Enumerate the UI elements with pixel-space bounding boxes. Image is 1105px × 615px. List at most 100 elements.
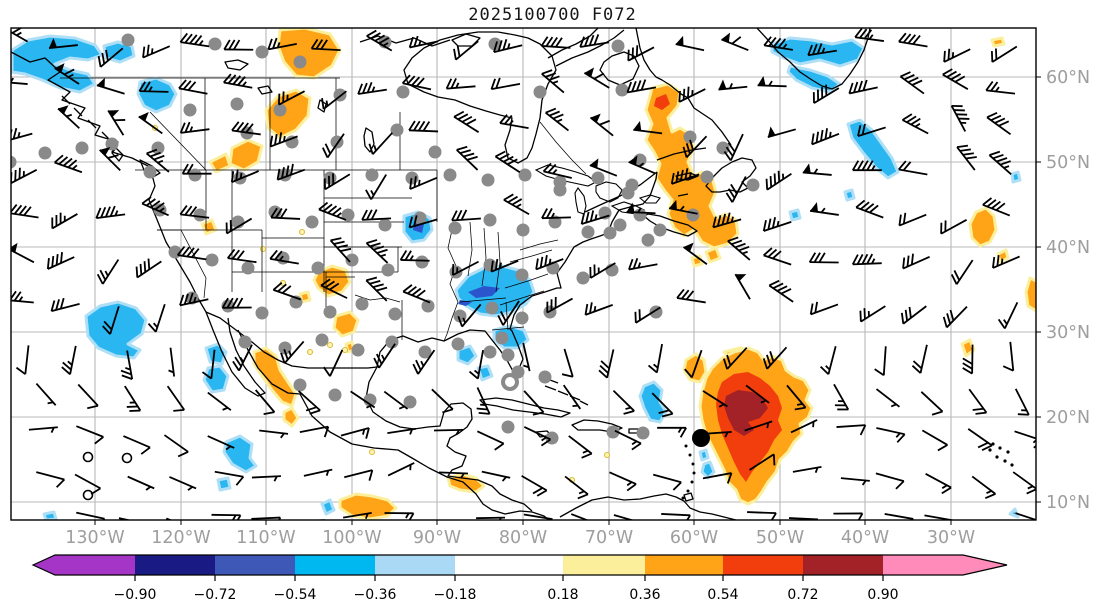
wind-barb xyxy=(344,469,374,481)
positive-anomaly-patch xyxy=(208,152,232,174)
wind-barb xyxy=(902,113,929,135)
station-ring xyxy=(501,373,519,391)
station-dot xyxy=(403,395,417,409)
station-dot xyxy=(205,253,219,267)
wind-barb xyxy=(609,471,637,492)
positive-anomaly-patch xyxy=(200,218,218,236)
wind-barb xyxy=(744,420,773,432)
wind-barb xyxy=(77,383,99,410)
island-dot xyxy=(691,462,695,466)
station-dot xyxy=(315,333,329,347)
wind-barb xyxy=(950,259,974,285)
coastline xyxy=(403,31,557,164)
wind-barb xyxy=(214,470,245,486)
wind-barb xyxy=(757,76,787,88)
political-border xyxy=(354,294,401,303)
station-dot xyxy=(606,425,620,439)
wind-barb xyxy=(589,262,616,279)
station-dot xyxy=(341,208,355,222)
station-dot xyxy=(515,268,529,282)
great-lake-outline xyxy=(595,181,623,203)
wind-barb xyxy=(570,513,590,520)
positive-anomaly-patch xyxy=(338,492,398,520)
station-dot xyxy=(700,170,714,184)
wind-barb xyxy=(28,519,32,520)
wind-barb xyxy=(365,174,387,200)
positive-anomaly-patch xyxy=(654,94,670,110)
wind-barb xyxy=(943,48,971,63)
anomaly-patches-layer xyxy=(11,28,1036,520)
station-dot xyxy=(183,103,197,117)
station-dot xyxy=(576,271,590,285)
wind-barb xyxy=(11,204,39,219)
wind-barb xyxy=(727,236,751,261)
coastline xyxy=(87,119,97,129)
coastline xyxy=(599,51,640,86)
wind-barb xyxy=(269,132,298,148)
wind-barb xyxy=(802,163,832,176)
station-dot xyxy=(428,145,442,159)
colorbar-segment xyxy=(455,555,563,575)
wind-barb xyxy=(1002,341,1015,372)
wind-barb xyxy=(762,346,788,370)
great-lake-outline xyxy=(574,187,587,215)
calm-wind-circle xyxy=(82,451,94,463)
island-dot xyxy=(988,448,992,452)
wind-barb xyxy=(453,110,480,133)
wind-barb xyxy=(763,36,793,51)
wind-barb xyxy=(141,196,169,217)
wind-barb xyxy=(278,90,305,106)
coastline xyxy=(61,95,71,105)
wind-barb xyxy=(786,384,807,411)
lon-label: 70°W xyxy=(585,528,633,548)
wind-barb xyxy=(135,258,162,279)
wind-barb xyxy=(107,110,126,136)
station-dot xyxy=(208,37,222,51)
wind-barb xyxy=(102,306,120,335)
wind-barb xyxy=(383,390,409,410)
station-dot xyxy=(293,55,307,69)
anomaly-speck xyxy=(298,228,306,236)
colorbar-tick-label: −0.54 xyxy=(274,587,317,603)
colorbar-segment xyxy=(723,555,803,575)
wind-barb xyxy=(968,388,988,415)
wind-barb xyxy=(634,306,661,324)
negative-anomaly-patch xyxy=(222,434,258,474)
station-dot xyxy=(515,311,529,325)
wind-barb xyxy=(451,260,479,276)
station-dot xyxy=(38,146,52,160)
colorbar-segment xyxy=(563,555,645,575)
wind-barb xyxy=(535,254,564,271)
station-dot xyxy=(388,307,402,321)
wind-barb xyxy=(433,428,464,436)
wind-barb xyxy=(809,301,839,316)
wind-barb xyxy=(476,387,491,415)
wind-barb xyxy=(223,73,253,89)
colorbar-segment xyxy=(375,555,455,575)
wind-barb xyxy=(11,290,34,304)
wind-barb xyxy=(409,176,438,190)
coastline xyxy=(635,28,732,146)
colorbar-tick-label: −0.36 xyxy=(354,587,397,603)
colorbar-tick-label: 0.54 xyxy=(707,587,738,603)
station-dot xyxy=(293,378,307,392)
wind-barb xyxy=(322,349,344,377)
wind-barb xyxy=(762,217,792,232)
colorbar-tick-label: 0.90 xyxy=(867,587,898,603)
wind-barb xyxy=(564,475,589,500)
wind-barb xyxy=(898,32,928,48)
wind-barb xyxy=(373,343,396,369)
wind-barb xyxy=(875,388,900,408)
wind-barb xyxy=(702,390,728,408)
station-dot xyxy=(413,211,427,225)
wind-barb xyxy=(48,38,78,49)
wind-barb xyxy=(579,34,609,48)
wind-barb xyxy=(676,288,706,304)
wind-barb xyxy=(1015,512,1036,520)
wind-barb xyxy=(280,340,305,364)
island-dot xyxy=(1006,450,1010,454)
station-dot xyxy=(483,213,497,227)
wind-barb xyxy=(61,345,77,376)
wind-barb xyxy=(270,207,301,220)
